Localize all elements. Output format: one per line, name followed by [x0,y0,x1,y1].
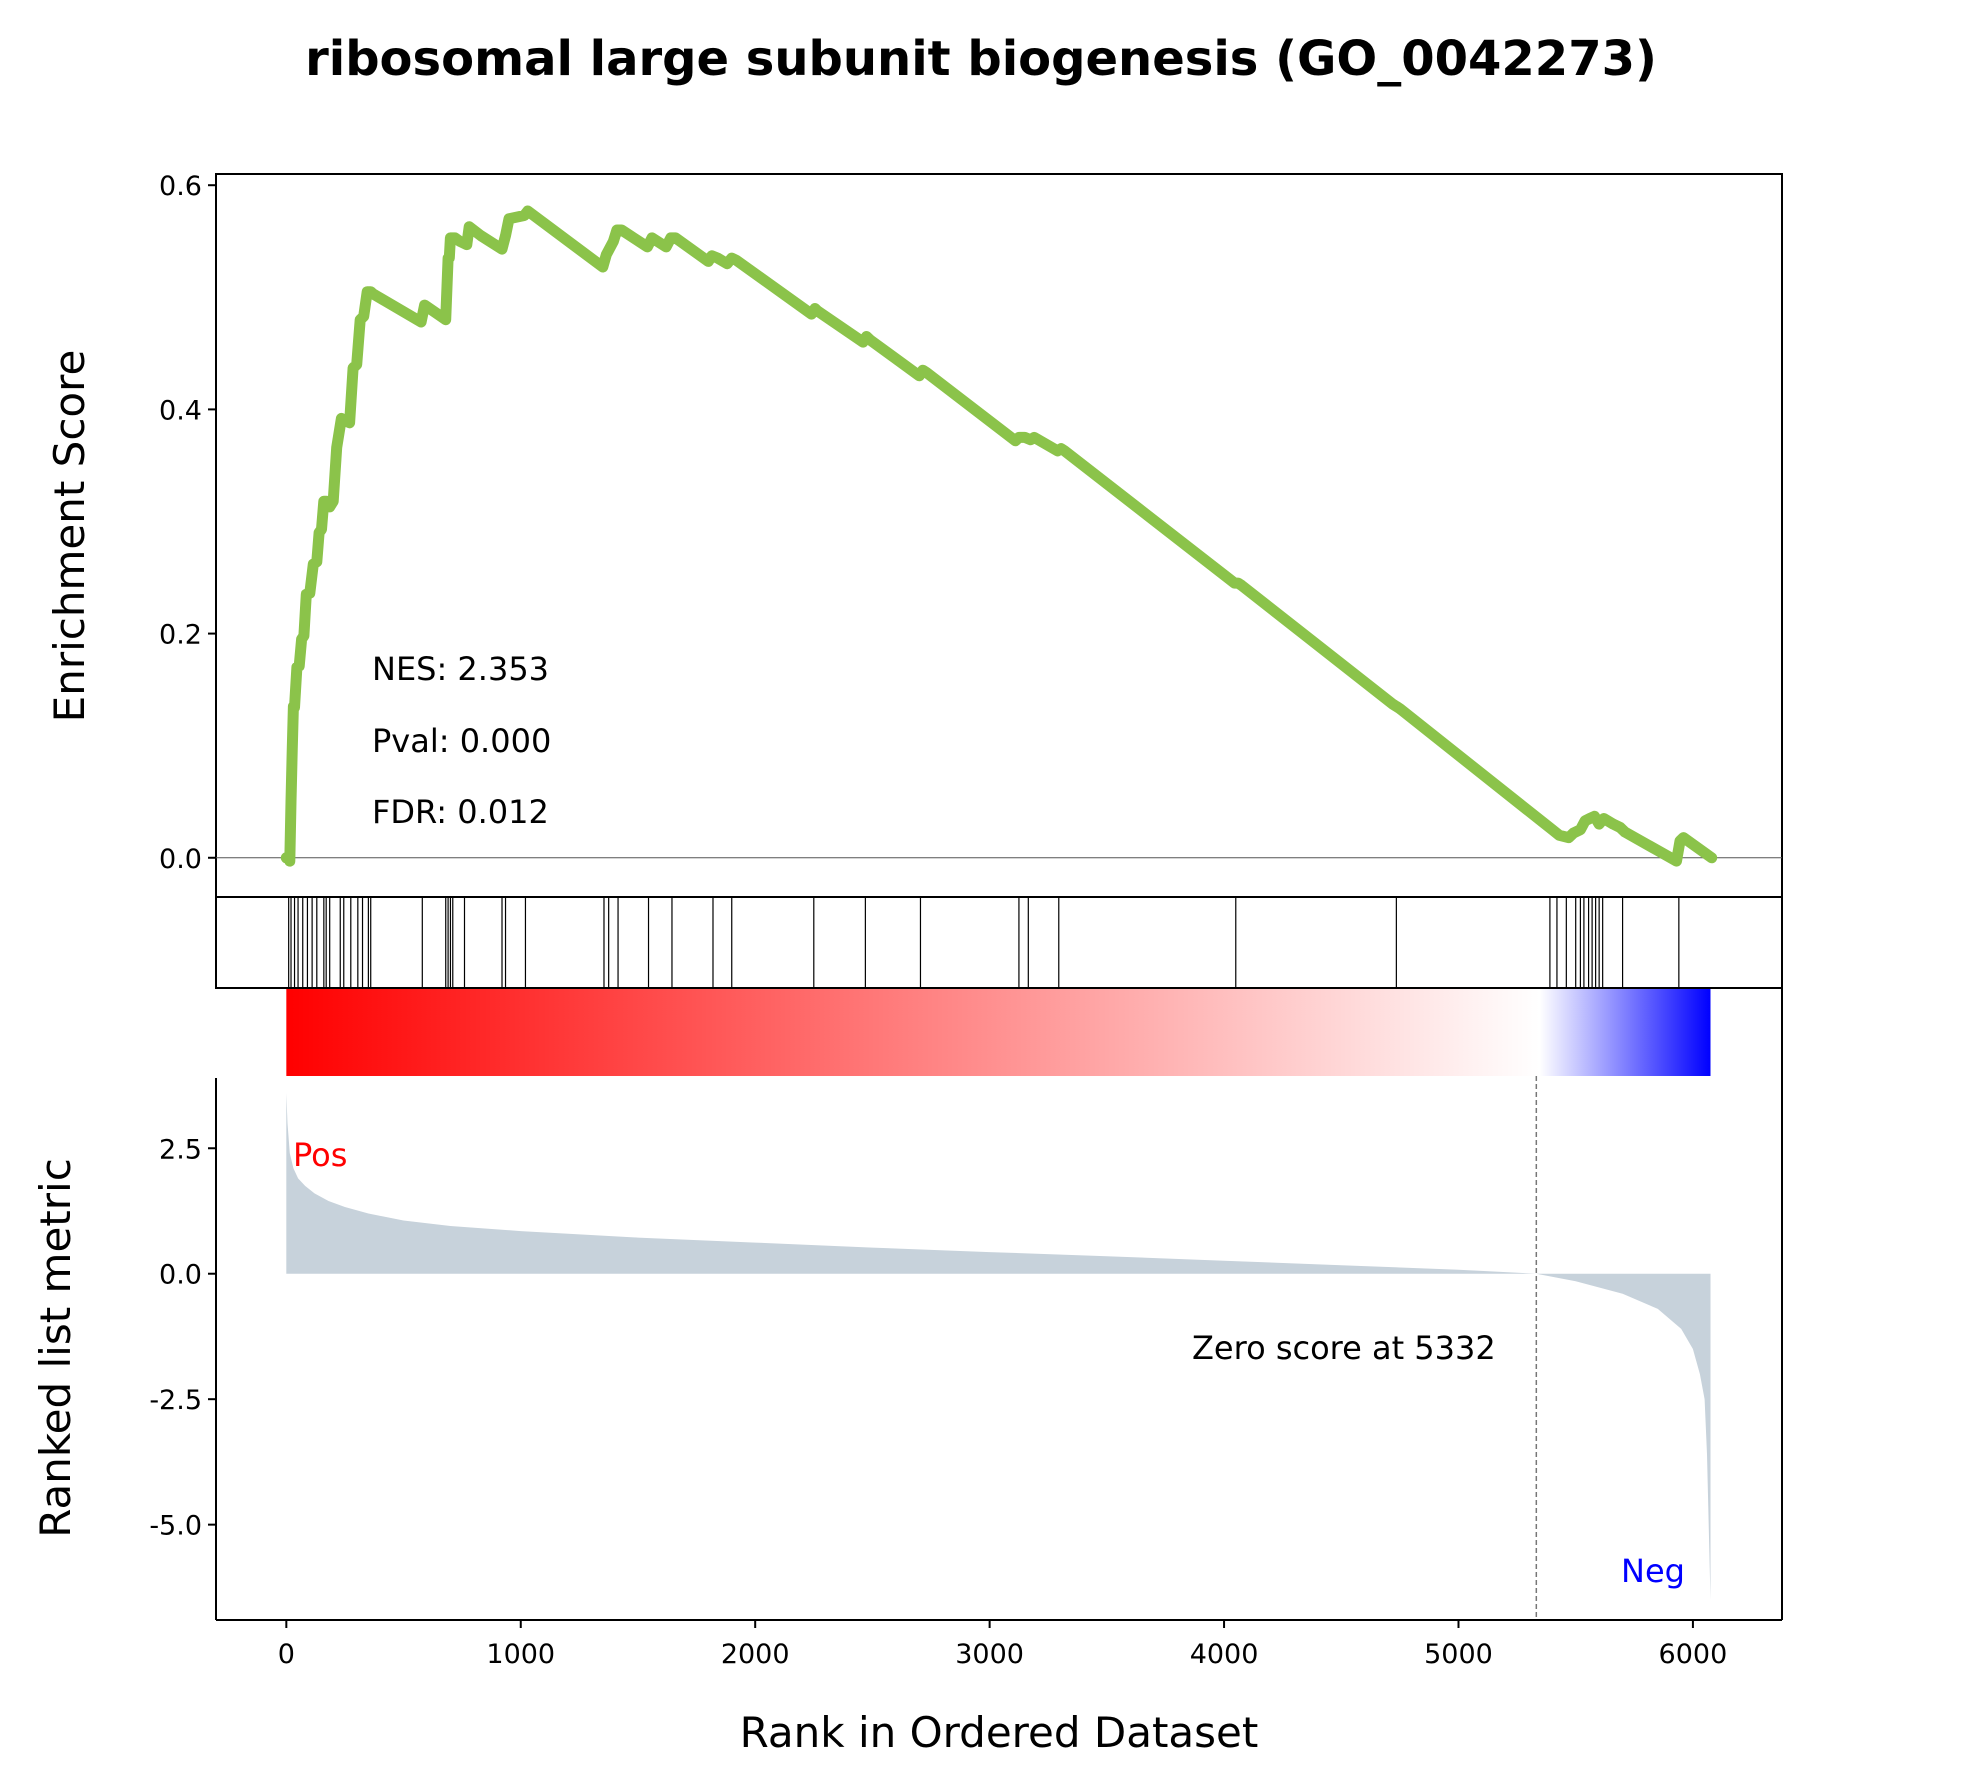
chart-title: ribosomal large subunit biogenesis (GO_0… [305,31,1657,87]
ranked-y-tick-label: 0.0 [159,1260,202,1291]
enrichment-score-line [280,205,1718,867]
enrichment-y-tick-label: 0.6 [159,171,202,202]
x-axis-ticks: 0 1000 2000 3000 4000 5000 6000 [278,1620,1728,1670]
x-tick-label: 4000 [1190,1639,1259,1670]
enrichment-y-tick-label: 0.2 [159,620,202,651]
x-tick-label: 0 [278,1639,295,1670]
hits-panel [215,896,1783,989]
x-axis-label: Rank in Ordered Dataset [740,1708,1259,1757]
fdr-label: FDR: 0.012 [372,793,549,831]
ranked-y-tick-label: -5.0 [149,1511,202,1542]
rank-color-gradient [286,989,1711,1076]
ranked-metric-y-axis-label: Ranked list metric [31,1158,80,1538]
zero-score-label: Zero score at 5332 [1192,1329,1496,1367]
x-tick-label: 1000 [486,1639,555,1670]
ranked-metric-area [286,1093,1711,1600]
enrichment-y-tick-label: 0.0 [159,844,202,875]
nes-label: NES: 2.353 [372,650,549,688]
rank-colorbar-panel [216,987,1782,1076]
neg-label: Neg [1621,1552,1685,1590]
enrichment-y-axis-label: Enrichment Score [45,350,94,723]
pos-label: Pos [293,1136,347,1174]
enrichment-panel: 0.0 0.2 0.4 0.6 NES: 2.353 Pval: 0.000 FDR:… [45,171,1783,898]
ranked-y-tick-label: -2.5 [149,1385,202,1416]
hit-markers [288,898,1680,987]
x-tick-label: 5000 [1424,1639,1493,1670]
enrichment-y-ticks: 0.0 0.2 0.4 0.6 [159,171,216,875]
x-tick-label: 3000 [955,1639,1024,1670]
x-tick-label: 6000 [1659,1639,1728,1670]
x-tick-label: 2000 [721,1639,790,1670]
pval-label: Pval: 0.000 [372,722,551,760]
ranked-metric-panel: 2.5 0.0 -2.5 -5.0 Zero score at 5332 Pos Ne… [31,988,1783,1621]
ranked-y-tick-label: 2.5 [159,1134,202,1165]
ranked-metric-y-ticks: 2.5 0.0 -2.5 -5.0 [149,1134,216,1542]
enrichment-y-tick-label: 0.4 [159,395,202,426]
